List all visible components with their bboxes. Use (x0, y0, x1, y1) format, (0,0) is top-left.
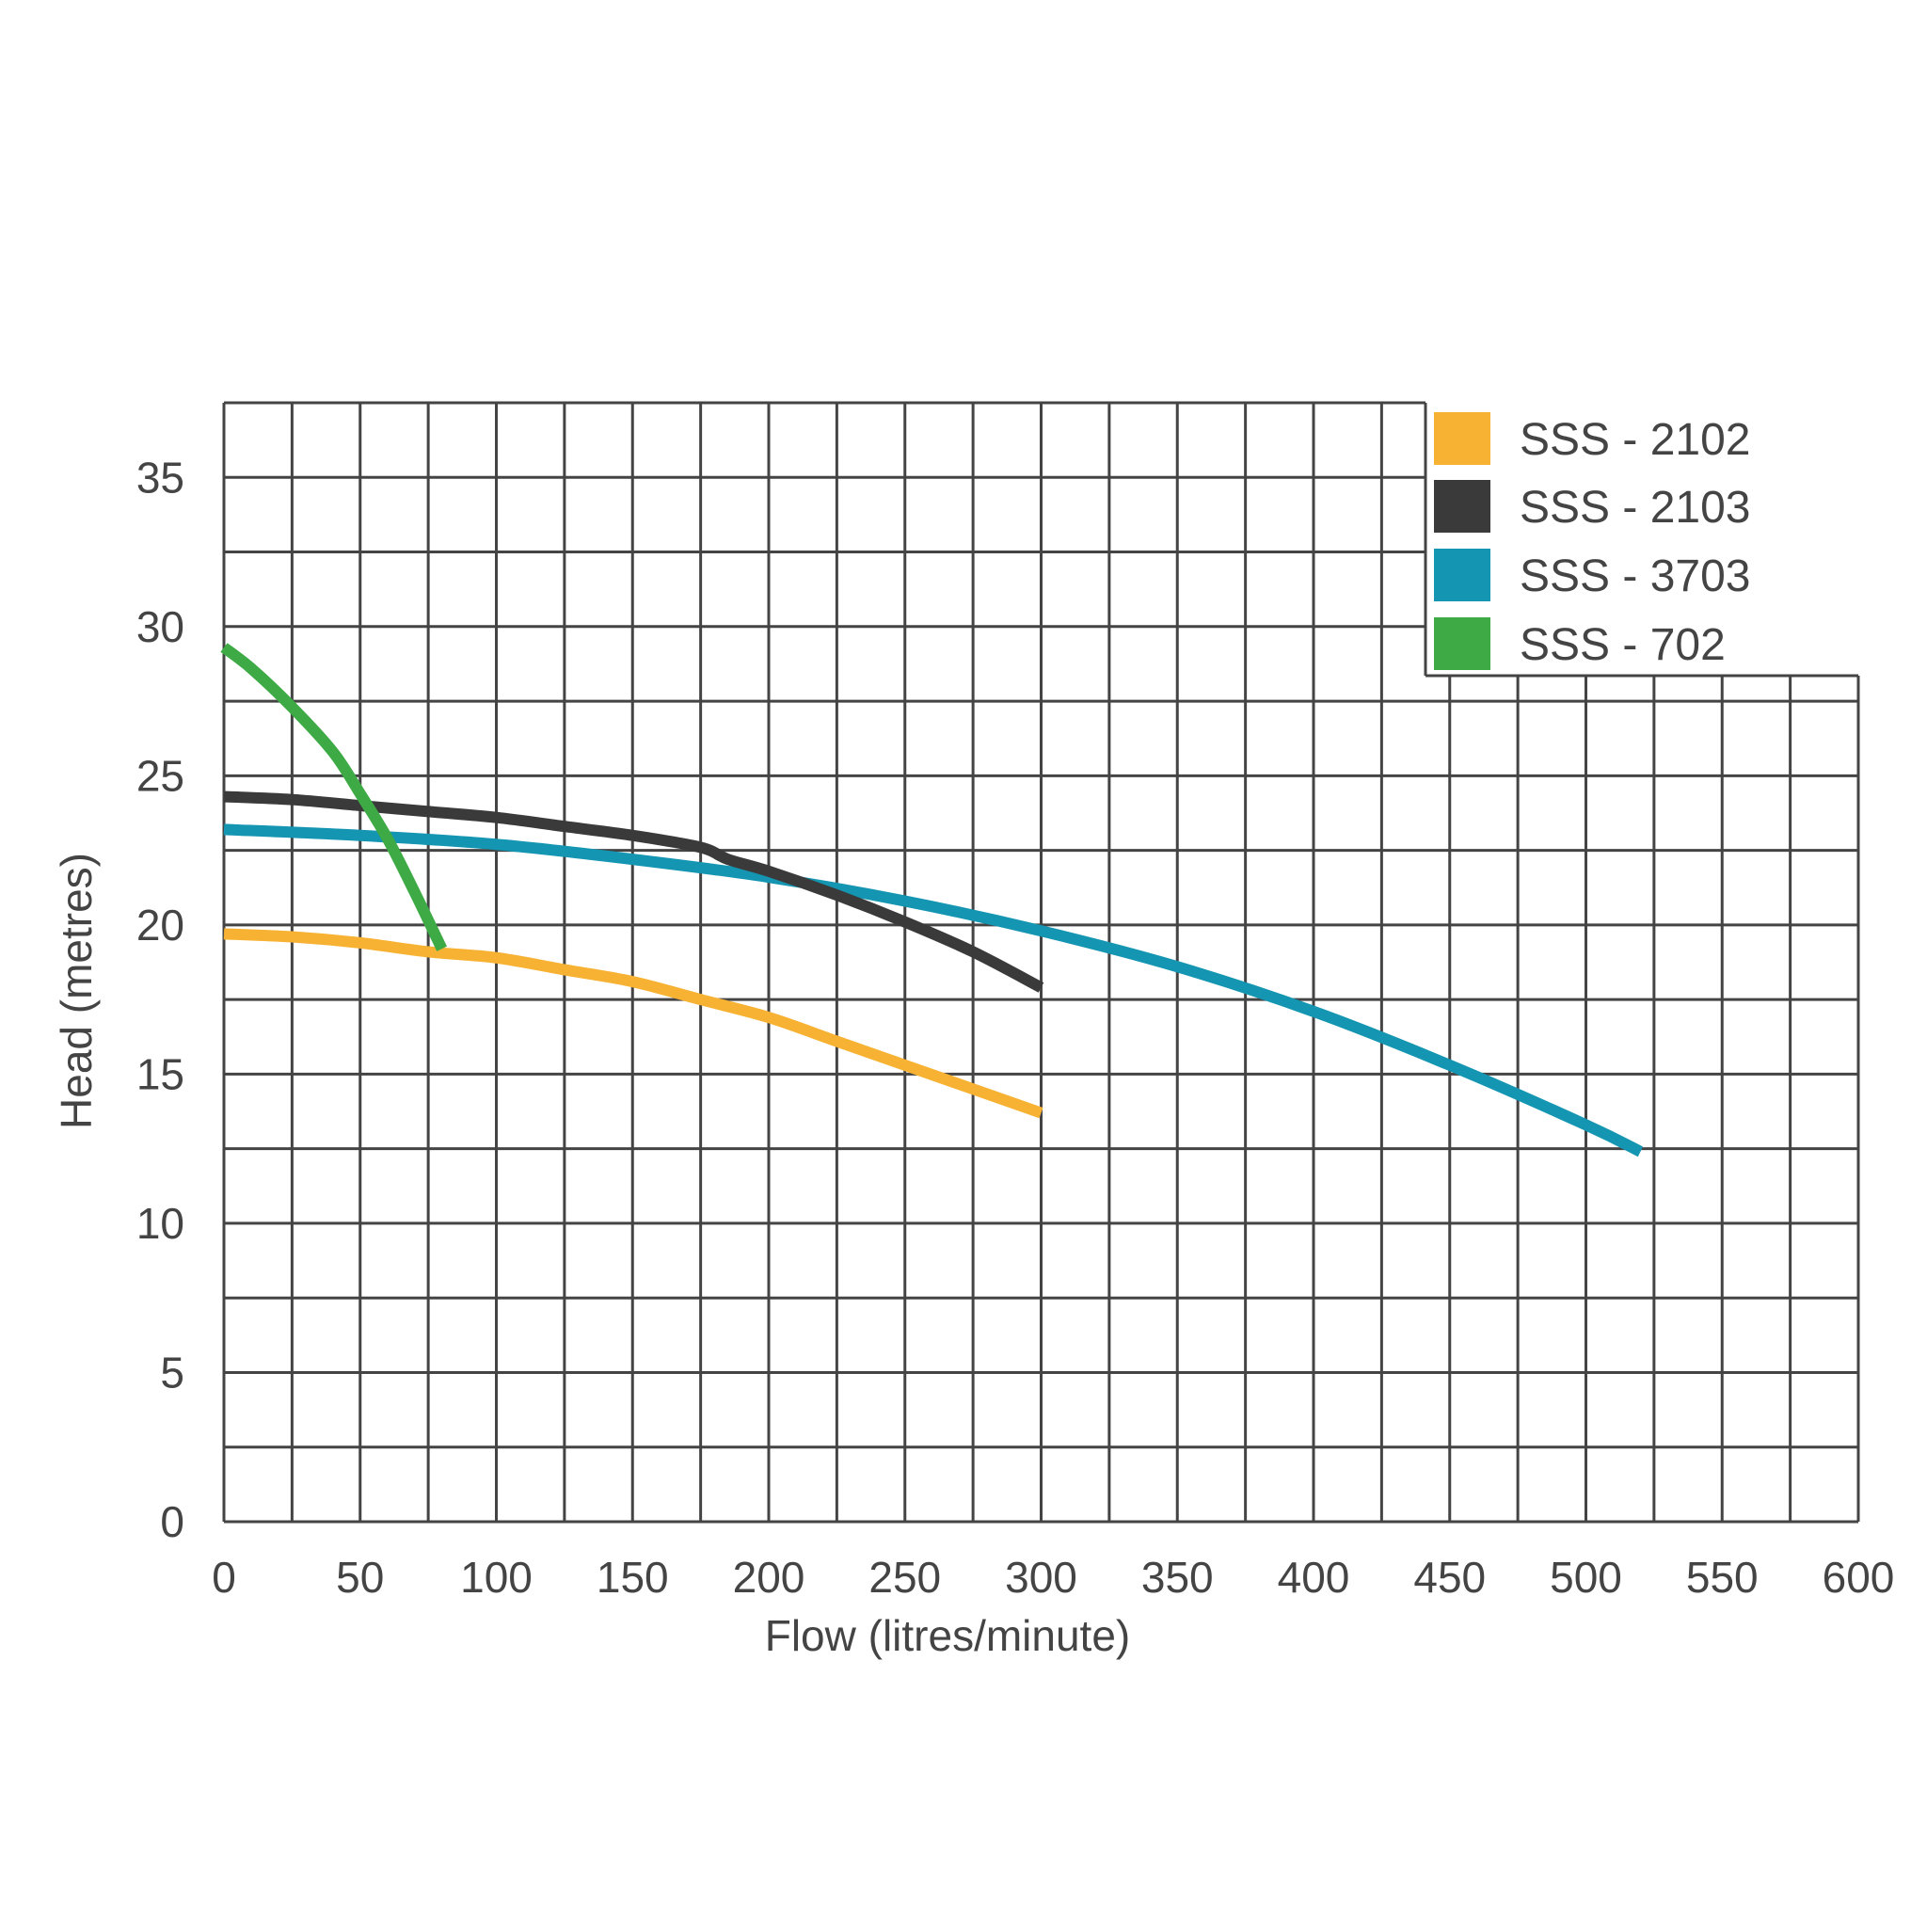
legend-swatch-sss-2102 (1434, 412, 1490, 465)
x-tick-label: 400 (1278, 1553, 1350, 1602)
x-tick-label: 600 (1823, 1553, 1895, 1602)
x-tick-label: 450 (1413, 1553, 1486, 1602)
y-tick-label: 35 (136, 453, 184, 502)
legend-swatch-sss-702 (1434, 617, 1490, 670)
legend-label-sss-2103: SSS - 2103 (1520, 483, 1750, 533)
series-line-sss-3703 (223, 823, 1644, 1158)
x-tick-label: 350 (1141, 1553, 1214, 1602)
x-tick-label: 300 (1005, 1553, 1077, 1602)
series-lines (220, 643, 1644, 1158)
y-tick-label: 0 (160, 1497, 184, 1546)
y-tick-label: 10 (136, 1199, 184, 1248)
legend-label-sss-2102: SSS - 2102 (1520, 415, 1750, 465)
y-tick-label: 30 (136, 602, 184, 651)
x-tick-label: 100 (460, 1553, 533, 1602)
x-tick-label: 250 (868, 1553, 941, 1602)
x-tick-label: 150 (597, 1553, 669, 1602)
legend: SSS - 2102 SSS - 2103 SSS - 3703 SSS - 702 (1434, 412, 1750, 670)
grid (222, 401, 1860, 1524)
legend-label-sss-3703: SSS - 3703 (1520, 551, 1750, 601)
series-line-sss-702 (220, 643, 448, 951)
y-tick-label: 25 (136, 751, 184, 800)
legend-swatch-sss-2103 (1434, 480, 1490, 533)
legend-swatch-sss-3703 (1434, 549, 1490, 601)
y-tick-label: 15 (136, 1049, 184, 1098)
y-tick-labels: 0 5 10 15 20 25 30 35 (136, 453, 184, 1546)
x-tick-label: 200 (733, 1553, 805, 1602)
x-tick-labels: 0 50 100 150 200 250 300 350 400 450 500 550 600 (212, 1553, 1894, 1602)
y-tick-label: 5 (160, 1348, 184, 1397)
x-tick-label: 500 (1550, 1553, 1622, 1602)
x-tick-label: 50 (336, 1553, 384, 1602)
legend-label-sss-702: SSS - 702 (1520, 620, 1726, 670)
y-tick-label: 20 (136, 901, 184, 950)
x-tick-label: 0 (212, 1553, 236, 1602)
x-tick-label: 550 (1686, 1553, 1759, 1602)
x-axis-title: Flow (litres/minute) (765, 1611, 1131, 1660)
y-axis-title: Head (metres) (52, 853, 101, 1129)
series-line-sss-2102 (223, 928, 1043, 1119)
